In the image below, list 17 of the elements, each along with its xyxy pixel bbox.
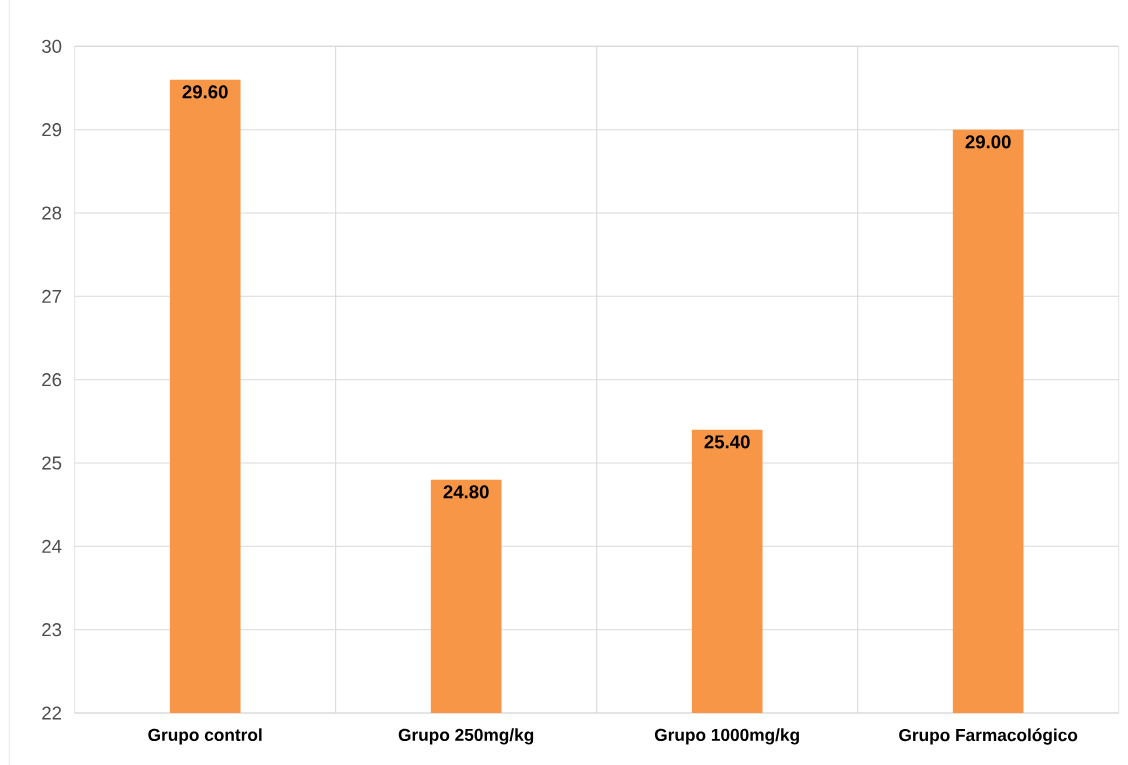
y-tick-label: 23 [42,623,62,637]
y-tick-label: 25 [42,456,62,470]
y-tick-label: 30 [42,39,62,53]
x-tick-label: Grupo Farmacológico [899,728,1078,745]
data-label: 29.60 [182,85,228,99]
y-tick-label: 24 [42,539,62,553]
y-tick-label: 28 [42,206,62,220]
y-tick-label: 22 [42,706,62,720]
data-label: 24.80 [443,485,489,499]
data-label: 25.40 [704,435,750,449]
y-tick-label: 29 [42,123,62,137]
data-label: 29.00 [965,135,1011,149]
x-tick-label: Grupo control [148,728,262,745]
y-tick-label: 27 [42,289,62,303]
x-tick-label: Grupo 250mg/kg [398,728,534,745]
y-tick-label: 26 [42,373,62,387]
x-tick-label: Grupo 1000mg/kg [654,728,799,745]
